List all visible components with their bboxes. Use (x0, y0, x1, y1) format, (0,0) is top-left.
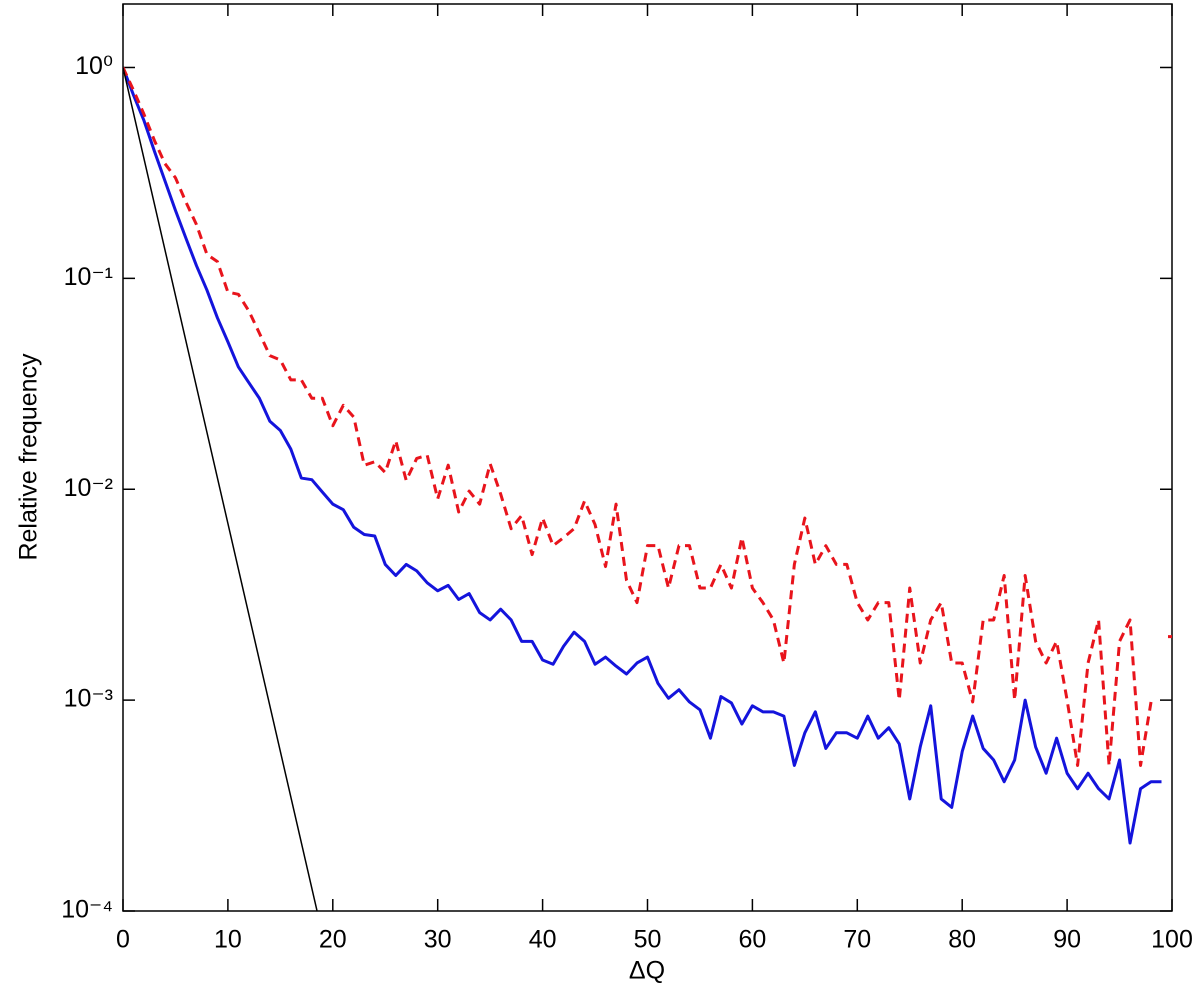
line (123, 66, 1172, 767)
line (123, 67, 318, 911)
y-tick-label: 10⁻¹ (64, 263, 113, 291)
x-tick-label: 60 (738, 926, 766, 954)
x-tick-label: 50 (634, 926, 662, 954)
x-tick-label: 70 (843, 926, 871, 954)
plot-frame (122, 3, 1173, 912)
plot-area (123, 66, 1172, 911)
x-tick-label: 80 (948, 926, 976, 954)
y-tick-label: 10⁰ (75, 52, 113, 80)
y-axis-label: Relative frequency (15, 353, 43, 561)
y-tick-label: 10⁻³ (64, 685, 113, 713)
x-tick-label: 90 (1053, 926, 1081, 954)
x-tick-label: 0 (116, 926, 130, 954)
x-axis-label: ΔQ (629, 957, 665, 985)
x-tick-label: 30 (424, 926, 452, 954)
line (123, 66, 1162, 845)
x-tick-label: 100 (1151, 926, 1193, 954)
y-tick-label: 10⁻⁴ (61, 896, 113, 924)
y-tick-label: 10⁻² (64, 474, 113, 502)
x-tick-label: 10 (214, 926, 242, 954)
x-tick-label: 20 (319, 926, 347, 954)
x-tick-label: 40 (529, 926, 557, 954)
